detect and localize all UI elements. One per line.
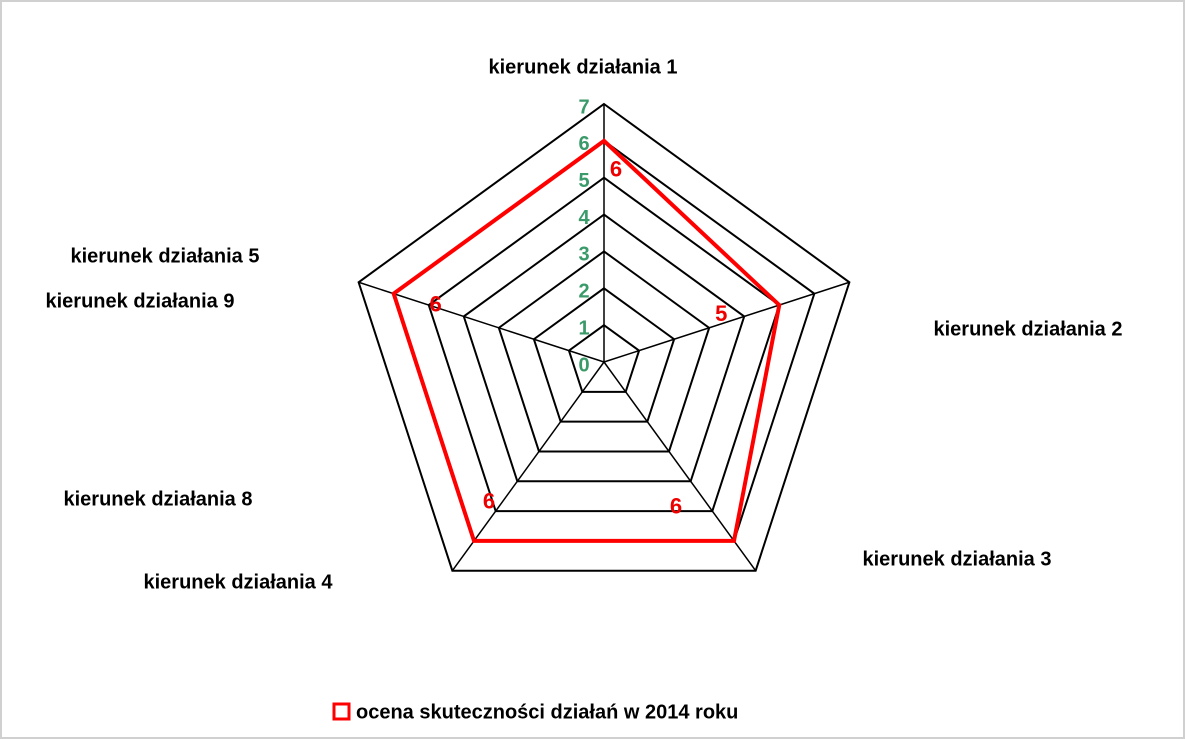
grid-ring <box>462 213 746 483</box>
category-label: kierunek działania 4 <box>144 571 334 593</box>
y-tick-label: 2 <box>578 281 589 303</box>
data-label: 6 <box>430 291 442 316</box>
category-label: kierunek działania 5 <box>71 245 260 267</box>
grid-ring <box>532 287 676 423</box>
y-tick-label: 0 <box>578 354 589 376</box>
category-label: kierunek działania 3 <box>863 548 1052 570</box>
y-tick-label: 3 <box>578 244 589 266</box>
legend-label: ocena skuteczności działań w 2014 roku <box>356 701 738 723</box>
grid-ring <box>567 323 641 393</box>
y-tick-label: 1 <box>578 317 589 339</box>
legend-swatch <box>332 702 351 721</box>
data-label: 6 <box>610 157 622 182</box>
annotation: kierunek działania 9 <box>46 290 235 312</box>
grid-ring <box>497 250 711 453</box>
grid-ring <box>357 102 851 572</box>
y-tick-label: 6 <box>578 133 589 155</box>
y-tick-label: 4 <box>578 207 590 229</box>
category-label: kierunek działania 2 <box>934 318 1123 340</box>
annotation: kierunek działania 8 <box>64 488 253 510</box>
category-label: kierunek działania 1 <box>489 56 678 78</box>
spoke <box>603 281 850 363</box>
spoke <box>451 361 605 572</box>
spoke <box>603 361 757 572</box>
data-label: 6 <box>483 489 495 514</box>
data-label: 6 <box>670 494 682 519</box>
data-label: 5 <box>715 301 727 326</box>
grid-ring <box>427 176 781 513</box>
spoke <box>358 281 605 363</box>
series-line <box>391 138 782 543</box>
y-tick-label: 7 <box>578 96 589 118</box>
y-tick-label: 5 <box>578 170 589 192</box>
